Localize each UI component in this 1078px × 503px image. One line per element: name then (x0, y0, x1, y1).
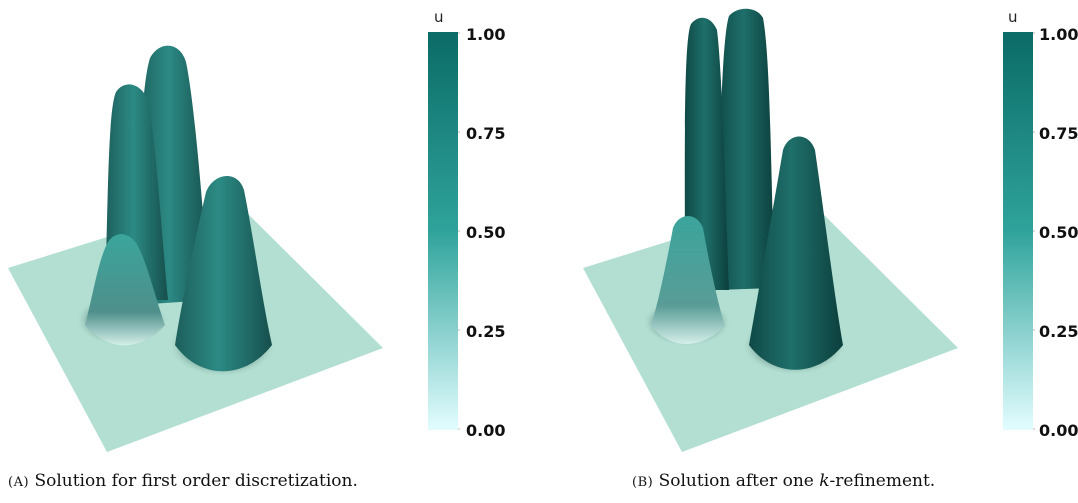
caption-b-label: (B) (632, 475, 654, 490)
colorbar-b-tick-075: 0.75 (1039, 124, 1078, 143)
caption-b-text-pre: Solution after one (658, 471, 820, 491)
colorbar-a-tick-000: 0.00 (466, 421, 506, 440)
colorbar-b-tick-025: 0.25 (1039, 322, 1078, 341)
colorbar-a-tick-100: 1.00 (466, 25, 506, 44)
caption-b-text-k: k (819, 471, 830, 491)
colorbar-b (1003, 32, 1035, 430)
cone-right (749, 136, 843, 370)
panel-b: u 1.00 0.75 0.50 0.25 0.00 (B) Solution … (539, 0, 1078, 503)
caption-a-text: Solution for first order discretization. (34, 471, 358, 491)
colorbar-a-tick-050: 0.50 (466, 223, 506, 242)
cone-small (85, 234, 165, 346)
colorbar-b-tick-050: 0.50 (1039, 223, 1078, 242)
colorbar-a (428, 32, 460, 430)
cone-small (651, 216, 725, 344)
colorbar-b-ticks (1033, 32, 1035, 430)
colorbar-b-title: u (1008, 8, 1018, 26)
colorbar-a-tick-075: 0.75 (466, 124, 506, 143)
peak-tall-right (717, 8, 775, 290)
surface-plot-b (583, 8, 958, 452)
caption-a-label: (A) (8, 475, 30, 490)
colorbar-a-ticks (458, 32, 460, 430)
caption-a: (A) Solution for first order discretizat… (8, 471, 358, 491)
caption-b: (B) Solution after one k-refinement. (632, 471, 935, 491)
surface-plot-a (8, 45, 383, 452)
cone-right (175, 175, 272, 372)
colorbar-b-tick-100: 1.00 (1039, 25, 1078, 44)
panel-a: u 1.00 0.75 0.50 0.25 0.00 (A) Solution … (8, 8, 506, 491)
caption-b-text-post: -refinement. (829, 471, 936, 491)
colorbar-b-tick-000: 0.00 (1039, 421, 1078, 440)
colorbar-a-title: u (434, 8, 444, 26)
colorbar-a-tick-025: 0.25 (466, 322, 506, 341)
